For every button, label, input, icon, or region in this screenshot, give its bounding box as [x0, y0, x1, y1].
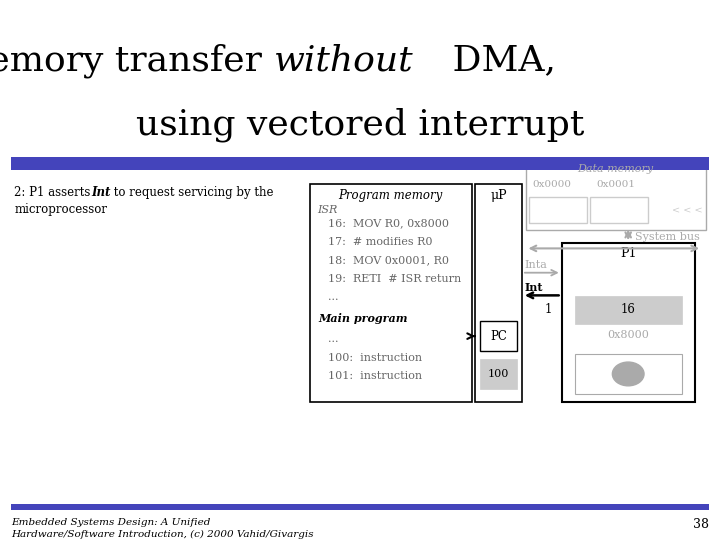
Bar	[529, 197, 587, 223]
Text: Embedded Systems Design: A Unified
Hardware/Software Introduction, (c) 2000 Vahi: Embedded Systems Design: A Unified Hardw…	[11, 518, 313, 539]
Text: ...: ...	[328, 334, 338, 345]
Bar	[310, 184, 472, 402]
Text: Main program: Main program	[318, 313, 408, 324]
Text: using vectored interrupt: using vectored interrupt	[136, 108, 584, 143]
Text: 101:  instruction: 101: instruction	[328, 371, 422, 381]
Text: to request servicing by the: to request servicing by the	[109, 186, 274, 199]
Bar	[562, 243, 695, 402]
Text: 0x0001: 0x0001	[596, 180, 635, 189]
Text: Data memory: Data memory	[577, 164, 654, 174]
Text: DMA,: DMA,	[441, 43, 556, 77]
Text: without: without	[274, 43, 413, 77]
Text: 19:  RETI  # ISR return: 19: RETI # ISR return	[328, 274, 461, 284]
Text: Peripheral to memory transfer: Peripheral to memory transfer	[0, 43, 274, 78]
Circle shape	[612, 362, 644, 386]
Text: ...: ...	[328, 292, 338, 302]
Text: P1: P1	[620, 247, 636, 260]
Text: Int: Int	[524, 282, 543, 293]
Text: 100: 100	[488, 369, 509, 379]
Text: < < <: < < <	[672, 206, 703, 214]
Bar	[575, 296, 682, 324]
Text: ISR: ISR	[317, 205, 337, 215]
Bar	[575, 354, 682, 394]
Bar	[11, 504, 709, 510]
Text: 0x0000: 0x0000	[533, 180, 572, 189]
Bar	[590, 197, 648, 223]
Text: Int: Int	[91, 186, 110, 199]
Text: 100:  instruction: 100: instruction	[328, 353, 422, 363]
Text: 0x8000: 0x8000	[607, 330, 649, 340]
Text: 17:  # modifies R0: 17: # modifies R0	[328, 237, 432, 247]
Text: μP: μP	[490, 189, 507, 202]
Bar	[11, 157, 709, 170]
Text: 1: 1	[545, 303, 552, 316]
Bar	[480, 321, 517, 351]
Text: 16:  MOV R0, 0x8000: 16: MOV R0, 0x8000	[328, 219, 449, 229]
Text: 2: P1 asserts: 2: P1 asserts	[14, 186, 94, 199]
Text: 38: 38	[693, 518, 709, 531]
Text: PC: PC	[490, 329, 507, 343]
Bar	[480, 359, 517, 389]
Text: Program memory: Program memory	[338, 189, 443, 202]
Text: Inta: Inta	[524, 260, 547, 270]
Bar	[526, 159, 706, 230]
Text: microprocessor: microprocessor	[14, 202, 107, 215]
Text: System bus: System bus	[635, 232, 700, 242]
Text: 16: 16	[621, 303, 636, 316]
Bar	[475, 184, 522, 402]
Text: 18:  MOV 0x0001, R0: 18: MOV 0x0001, R0	[328, 255, 449, 266]
